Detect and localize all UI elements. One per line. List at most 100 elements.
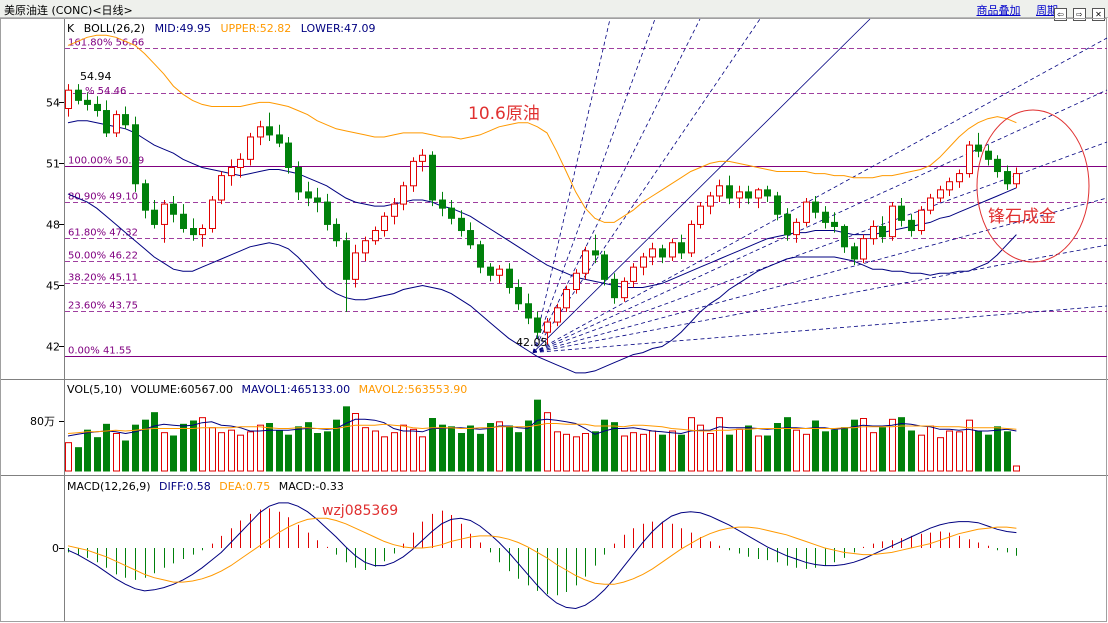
candle <box>257 120 264 146</box>
fib-label: 100.00% 50.89 <box>68 156 144 167</box>
volume-bar <box>122 440 129 472</box>
boll-upper-line <box>67 34 1017 223</box>
legend-k: K <box>67 22 75 35</box>
candle-body <box>419 154 426 162</box>
volume-bar <box>75 447 82 472</box>
candle <box>985 145 992 166</box>
volume-bar <box>640 433 647 472</box>
candle <box>563 285 570 312</box>
candle-body <box>640 256 647 268</box>
candle-body <box>161 203 168 225</box>
volume-bar <box>573 436 580 472</box>
candle-body <box>803 201 810 223</box>
boll-mid-line <box>67 120 1017 288</box>
fib-label: 80.90% 49.10 <box>68 192 138 203</box>
volume-bar <box>410 428 417 472</box>
legend-dea: DEA:0.75 <box>219 480 270 493</box>
volume-bar <box>314 433 321 472</box>
period-link[interactable]: 周期 <box>1036 4 1058 17</box>
legend-lower: LOWER:47.09 <box>301 22 376 35</box>
candle <box>812 195 819 219</box>
next-icon[interactable]: ⇨ <box>1072 8 1086 21</box>
candle-body <box>554 307 561 323</box>
candle-body <box>75 89 82 101</box>
candle <box>669 238 676 262</box>
volume-bar <box>659 434 666 472</box>
candle-body <box>324 201 331 225</box>
fan-line <box>532 18 611 353</box>
fan-line <box>532 37 1108 353</box>
candle-body <box>515 286 522 305</box>
volume-bar <box>381 436 388 472</box>
fib-label: 23.60% 43.75 <box>68 301 138 312</box>
volume-bar <box>103 423 110 472</box>
close-icon[interactable]: ✕ <box>1092 8 1105 21</box>
candle <box>170 195 177 223</box>
candle <box>736 185 743 209</box>
volume-bar <box>113 433 120 472</box>
candle-body <box>333 223 340 242</box>
volume-bar <box>180 423 187 472</box>
candle-body <box>544 321 551 333</box>
title-bar: 美原油连 (CONC)<日线> 商品叠加 周期 ⇦ ⇨ ✕ <box>0 0 1108 21</box>
volume-bar <box>276 430 283 472</box>
volume-bar <box>190 420 197 472</box>
volume-bar <box>601 419 608 472</box>
candle-body <box>755 189 762 199</box>
legend-vol: VOL(5,10) <box>67 383 122 396</box>
fib-label: 50.00% 46.22 <box>68 251 138 262</box>
candle <box>966 141 973 178</box>
candle <box>487 263 494 282</box>
candle <box>180 204 187 233</box>
fan-line <box>532 18 701 353</box>
candle <box>621 277 628 302</box>
volume-bar <box>563 433 570 472</box>
candle-body <box>582 250 589 274</box>
volume-bar <box>918 434 925 472</box>
volume-bar <box>333 419 340 472</box>
candle-body <box>467 230 474 246</box>
candle <box>937 185 944 203</box>
candle-body <box>343 240 350 280</box>
candle <box>295 161 302 201</box>
candle <box>448 200 455 225</box>
volume-bar <box>994 426 1001 472</box>
volume-bar <box>803 433 810 472</box>
candle-body <box>170 203 177 215</box>
candle <box>534 311 541 339</box>
volume-bar <box>429 418 436 472</box>
candle-body <box>870 225 877 240</box>
candle <box>477 240 484 274</box>
volume-bar <box>870 432 877 472</box>
volume-bar <box>707 433 714 472</box>
volume-bar <box>592 431 599 472</box>
candle <box>352 244 359 288</box>
volume-bar <box>946 430 953 472</box>
volume-bar <box>745 425 752 472</box>
legend-macd-val: MACD:-0.33 <box>279 480 344 493</box>
volume-bar <box>199 417 206 472</box>
volume-bar <box>879 427 886 472</box>
tick-label: 48 <box>46 219 60 232</box>
prev-icon[interactable]: ⇦ <box>1053 8 1067 21</box>
macd-dea-line <box>67 517 1017 585</box>
volume-bar <box>1004 431 1011 472</box>
volume-bars <box>65 399 1020 472</box>
candle <box>582 246 589 280</box>
volume-bar <box>84 429 91 472</box>
volume-bar <box>611 422 618 472</box>
volume-bar <box>831 429 838 472</box>
candle <box>784 208 791 241</box>
candle <box>161 200 168 243</box>
overlay-link[interactable]: 商品叠加 <box>976 4 1021 17</box>
candle-body <box>860 238 867 260</box>
candle-body <box>180 213 187 230</box>
candle <box>870 220 877 245</box>
candle <box>630 263 637 288</box>
candle-body <box>496 268 503 276</box>
candle-body <box>697 205 704 225</box>
candle-body <box>132 124 139 185</box>
volume-bar <box>822 431 829 472</box>
candle <box>343 232 350 312</box>
